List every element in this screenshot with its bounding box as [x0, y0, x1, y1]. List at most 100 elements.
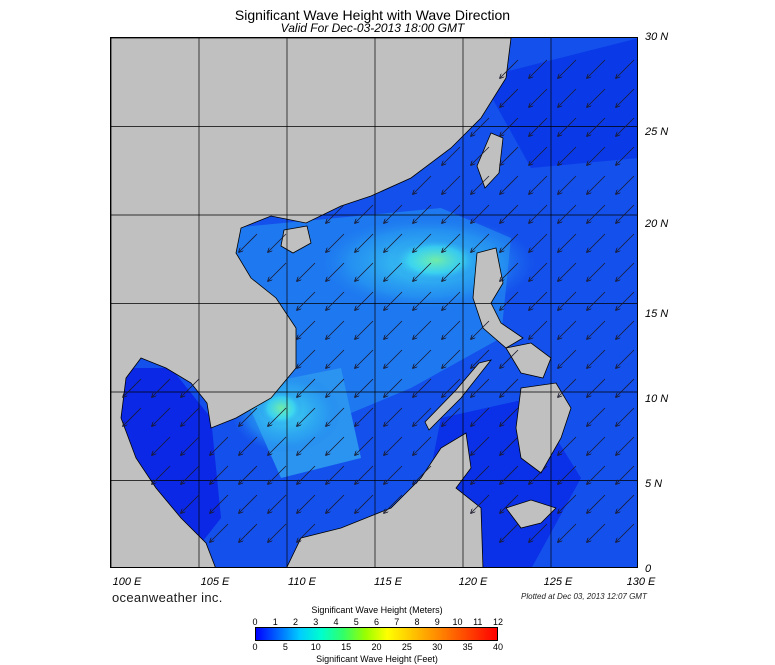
- wave-arrow: [355, 320, 374, 339]
- wave-arrow: [355, 233, 374, 252]
- wave-arrow: [384, 378, 403, 397]
- wave-arrow: [500, 465, 519, 484]
- wave-arrow: [326, 291, 345, 310]
- colorbar-tick-feet: 35: [462, 642, 473, 652]
- wave-arrow: [181, 494, 200, 513]
- wave-arrow: [558, 204, 577, 223]
- colorbar-tick-meters: 9: [434, 617, 440, 627]
- wave-arrow: [500, 233, 519, 252]
- wave-arrow: [558, 378, 577, 397]
- wave-arrow: [326, 320, 345, 339]
- wave-arrow: [384, 204, 403, 223]
- wave-arrow: [355, 204, 374, 223]
- wave-arrow: [442, 204, 461, 223]
- wave-arrow: [616, 465, 635, 484]
- wave-arrow: [529, 233, 548, 252]
- wave-arrow: [355, 262, 374, 281]
- wave-arrow: [181, 378, 200, 397]
- wave-arrow: [529, 88, 548, 107]
- wave-arrow: [616, 204, 635, 223]
- wave-arrow: [500, 291, 519, 310]
- wave-arrow: [413, 233, 432, 252]
- wave-arrow: [558, 523, 577, 542]
- lon-label-100e: 100 E: [112, 576, 142, 588]
- wave-arrow: [297, 494, 316, 513]
- wave-arrow: [384, 320, 403, 339]
- wave-arrow: [471, 117, 490, 136]
- wave-arrow: [558, 88, 577, 107]
- colorbar: [255, 627, 498, 641]
- wave-arrow: [355, 291, 374, 310]
- wave-arrow: [355, 494, 374, 513]
- wave-arrow: [529, 465, 548, 484]
- wave-arrow: [529, 523, 548, 542]
- wave-arrow: [587, 378, 606, 397]
- lon-label-120e: 120 E: [458, 576, 488, 588]
- wave-arrow: [558, 117, 577, 136]
- wave-arrow: [384, 436, 403, 455]
- wave-arrow: [239, 465, 258, 484]
- wave-arrow: [558, 233, 577, 252]
- wave-arrow: [413, 436, 432, 455]
- colorbar-tick-meters: 10: [452, 617, 463, 627]
- wave-arrow: [413, 465, 432, 484]
- wave-arrow: [326, 204, 345, 223]
- wave-arrow: [384, 494, 403, 513]
- wave-arrow: [500, 262, 519, 281]
- wave-arrow: [384, 349, 403, 368]
- gridlines: [111, 38, 637, 567]
- wave-arrow: [355, 465, 374, 484]
- wave-arrow: [442, 233, 461, 252]
- wave-arrow: [355, 407, 374, 426]
- lat-label-15n: 15 N: [645, 308, 669, 320]
- wave-arrow: [326, 262, 345, 281]
- wave-arrow: [616, 175, 635, 194]
- wave-arrow: [587, 175, 606, 194]
- wave-arrow: [616, 407, 635, 426]
- wave-arrow: [616, 436, 635, 455]
- wave-arrow: [268, 465, 287, 484]
- wave-arrow: [500, 88, 519, 107]
- wave-arrow: [152, 465, 171, 484]
- colorbar-tick-meters: 4: [333, 617, 339, 627]
- wave-arrow: [239, 233, 258, 252]
- wave-arrow: [355, 378, 374, 397]
- sea-peak-north: [391, 238, 481, 282]
- lat-label-10n: 10 N: [645, 393, 669, 405]
- wave-arrow: [239, 523, 258, 542]
- wave-arrow: [384, 465, 403, 484]
- wave-arrow: [326, 436, 345, 455]
- wave-arrow: [181, 436, 200, 455]
- wave-arrow: [297, 291, 316, 310]
- wave-arrow: [471, 407, 490, 426]
- wave-arrow: [500, 146, 519, 165]
- lat-label-30n: 30 N: [645, 31, 669, 43]
- wave-arrow: [587, 59, 606, 78]
- wave-arrow: [442, 175, 461, 194]
- wave-arrow: [616, 88, 635, 107]
- colorbar-tick-meters: 12: [492, 617, 504, 627]
- wave-arrow: [442, 291, 461, 310]
- wave-arrow: [529, 59, 548, 78]
- wave-arrow: [210, 494, 229, 513]
- colorbar-tick-meters: 3: [313, 617, 319, 627]
- wave-arrow: [268, 436, 287, 455]
- wave-arrow: [616, 320, 635, 339]
- wave-arrow: [587, 465, 606, 484]
- wave-arrow: [587, 436, 606, 455]
- colorbar-tick-feet: 20: [371, 642, 382, 652]
- colorbar-tick-feet: 5: [282, 642, 288, 652]
- wave-arrow: [413, 204, 432, 223]
- wave-arrow: [500, 436, 519, 455]
- wave-arrow: [558, 320, 577, 339]
- wave-arrow: [529, 146, 548, 165]
- land-hainan: [280, 225, 312, 254]
- wave-arrow: [587, 262, 606, 281]
- colorbar-title-feet: Significant Wave Height (Feet): [316, 654, 438, 664]
- colorbar-tick-meters: 5: [353, 617, 359, 627]
- wave-arrow: [587, 233, 606, 252]
- colorbar-tick-meters: 8: [414, 617, 420, 627]
- map-subtitle: Valid For Dec-03-2013 18:00 GMT: [280, 21, 465, 35]
- wave-arrow: [268, 494, 287, 513]
- wave-arrow: [616, 349, 635, 368]
